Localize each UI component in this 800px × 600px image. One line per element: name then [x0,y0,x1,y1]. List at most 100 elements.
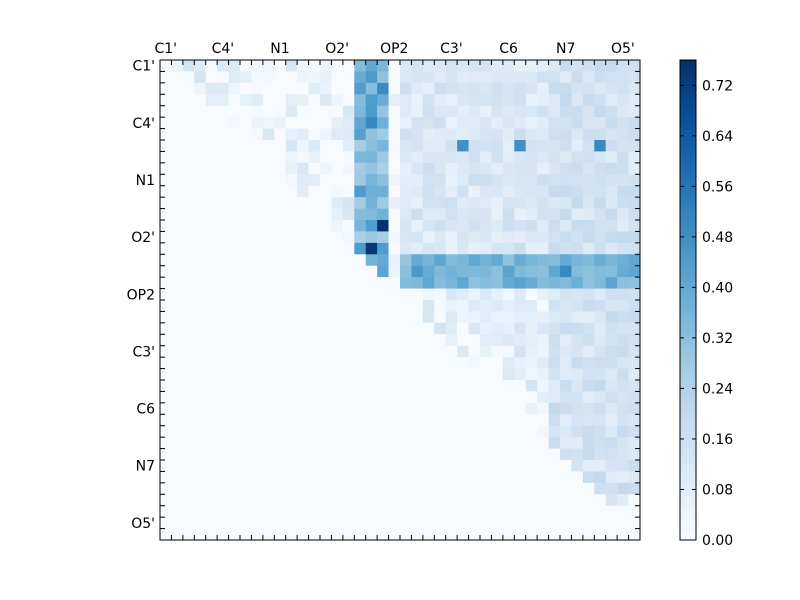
heatmap-cell [365,151,378,164]
heatmap-cell [628,334,641,347]
heatmap-cell [160,82,172,95]
heatmap-cell [560,151,572,164]
x-tick-label: C1' [154,41,177,57]
heatmap-cell [468,311,481,324]
heatmap-cell [388,517,401,529]
heatmap-cell [434,528,447,541]
heatmap-cell [525,277,538,289]
heatmap-cell [457,357,469,369]
heatmap-cell [194,505,207,518]
heatmap-cell [354,482,367,495]
heatmap-cell [320,105,332,118]
heatmap-cell [320,494,332,507]
heatmap-cell [262,368,275,381]
heatmap-cell [228,197,241,209]
heatmap-cell [251,517,264,529]
heatmap-cell [411,71,424,84]
heatmap-cell [320,402,332,415]
heatmap-cell [571,402,584,415]
heatmap-cell [320,357,332,369]
heatmap-cell [217,242,229,255]
heatmap-cell [297,265,309,278]
heatmap-cell [240,140,252,152]
heatmap-cell [537,151,549,164]
heatmap-cell [422,517,435,529]
heatmap-cell [548,448,561,461]
heatmap-cell [525,231,538,244]
heatmap-cell [628,140,641,152]
heatmap-cell [182,128,195,141]
heatmap-cell [434,322,447,335]
heatmap-cell [582,368,595,381]
heatmap-cell [274,128,287,141]
heatmap-cell [194,528,207,541]
heatmap-cell [480,82,492,95]
heatmap-cell [308,128,321,141]
heatmap-cell [365,311,378,324]
heatmap-cell [594,437,607,449]
heatmap-cell [548,82,561,95]
heatmap-cell [182,151,195,164]
heatmap-cell [194,300,207,312]
heatmap-cell [331,231,344,244]
heatmap-cell [354,414,367,427]
heatmap-cell [205,265,218,278]
heatmap-cell [491,334,504,347]
heatmap-cell [457,197,469,209]
heatmap-cell [354,402,367,415]
heatmap-cell [400,460,412,472]
heatmap-cell [228,322,241,335]
heatmap-cell [411,185,424,198]
heatmap-cell [457,71,469,84]
heatmap-cell [388,242,401,255]
heatmap-cell [628,414,641,427]
heatmap-cell [605,265,618,278]
heatmap-cell [377,185,389,198]
heatmap-cell [228,528,241,541]
heatmap-cell [582,117,595,129]
heatmap-cell [480,60,492,72]
heatmap-cell [571,334,584,347]
heatmap-cell [342,528,355,541]
heatmap-cell [285,471,298,484]
heatmap-cell [480,197,492,209]
heatmap-cell [182,197,195,209]
heatmap-cell [274,368,287,381]
heatmap-cell [205,334,218,347]
heatmap-cell [525,288,538,301]
heatmap-cell [491,185,504,198]
heatmap-cell [297,311,309,324]
heatmap-cell [491,220,504,232]
heatmap-cell [160,60,172,72]
heatmap-cell [422,94,435,107]
heatmap-cell [628,174,641,187]
heatmap-cell [194,265,207,278]
heatmap-cell [434,425,447,438]
heatmap-cell [308,265,321,278]
heatmap-cell [365,128,378,141]
heatmap-cell [548,151,561,164]
heatmap-cell [525,300,538,312]
heatmap-cell [548,197,561,209]
heatmap-cell [571,482,584,495]
heatmap-cell [525,128,538,141]
heatmap-cell [514,391,527,404]
heatmap-cell [628,357,641,369]
heatmap-cell [171,528,184,541]
heatmap-cell [525,151,538,164]
heatmap-cell [285,322,298,335]
heatmap-cell [377,368,389,381]
heatmap-cell [194,94,207,107]
heatmap-cell [514,322,527,335]
heatmap-cell [251,60,264,72]
heatmap-cell [560,402,572,415]
heatmap-cell [617,140,629,152]
heatmap-cell [560,380,572,392]
heatmap-cell [194,277,207,289]
heatmap-cell [628,482,641,495]
heatmap-cell [582,448,595,461]
heatmap-cell [605,437,618,449]
heatmap-cell [502,254,515,267]
heatmap-cell [308,380,321,392]
heatmap-cell [594,380,607,392]
